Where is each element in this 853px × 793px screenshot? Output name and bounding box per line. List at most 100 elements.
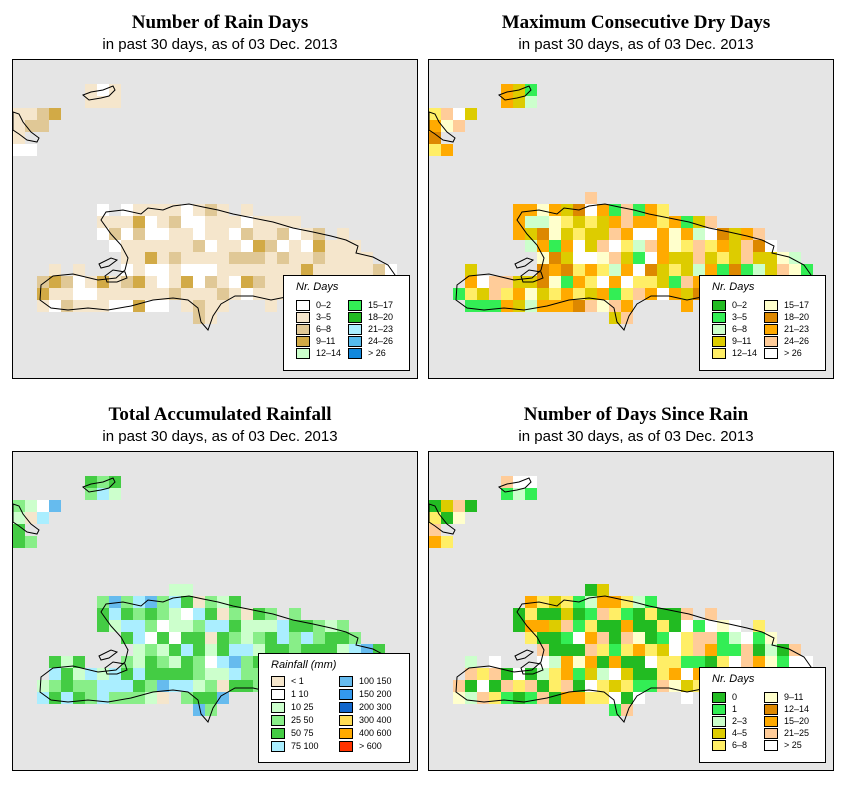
grid-cell — [633, 656, 645, 668]
grid-cell — [669, 608, 681, 620]
grid-cell — [633, 644, 645, 656]
grid-cell — [777, 252, 789, 264]
grid-cell — [597, 596, 609, 608]
grid-cell — [37, 680, 49, 692]
grid-cell — [241, 288, 253, 300]
grid-cell — [645, 596, 657, 608]
grid-cell — [133, 632, 145, 644]
grid-cell — [585, 668, 597, 680]
grid-cell — [73, 680, 85, 692]
legend-label: 0–2 — [732, 300, 748, 310]
grid-cell — [657, 656, 669, 668]
grid-cell — [241, 632, 253, 644]
grid-cell — [525, 488, 537, 500]
panel-subtitle: in past 30 days, as of 03 Dec. 2013 — [102, 428, 338, 445]
grid-cell — [765, 252, 777, 264]
grid-cell — [609, 240, 621, 252]
legend-label: 6–8 — [732, 740, 748, 750]
grid-cell — [145, 620, 157, 632]
grid-cell — [549, 264, 561, 276]
grid-cell — [61, 276, 73, 288]
grid-cell — [729, 656, 741, 668]
grid-cell — [217, 656, 229, 668]
grid-cell — [597, 276, 609, 288]
grid-cell — [205, 228, 217, 240]
grid-cell — [13, 536, 25, 548]
grid-cell — [241, 252, 253, 264]
grid-cell — [681, 668, 693, 680]
grid-cell — [37, 500, 49, 512]
grid-cell — [37, 300, 49, 312]
grid-cell — [513, 204, 525, 216]
grid-cell — [549, 692, 561, 704]
grid-cell — [621, 692, 633, 704]
grid-cell — [705, 216, 717, 228]
grid-cell — [145, 692, 157, 704]
grid-cell — [561, 596, 573, 608]
grid-cell — [681, 276, 693, 288]
grid-cell — [181, 276, 193, 288]
grid-cell — [217, 228, 229, 240]
grid-cell — [609, 704, 621, 716]
grid-cell — [597, 584, 609, 596]
grid-cell — [741, 240, 753, 252]
grid-cell — [217, 216, 229, 228]
grid-cell — [573, 692, 585, 704]
grid-cell — [157, 228, 169, 240]
grid-cell — [609, 216, 621, 228]
legend-swatch — [348, 336, 362, 347]
legend-label: 15–17 — [784, 300, 810, 310]
grid-cell — [621, 668, 633, 680]
grid-cell — [301, 264, 313, 276]
grid-cell — [549, 240, 561, 252]
grid-cell — [645, 288, 657, 300]
grid-cell — [193, 288, 205, 300]
grid-cell — [633, 240, 645, 252]
grid-cell — [25, 108, 37, 120]
grid-cell — [657, 644, 669, 656]
grid-cell — [157, 240, 169, 252]
legend-swatch — [296, 312, 310, 323]
grid-cell — [729, 632, 741, 644]
grid-cell — [181, 608, 193, 620]
grid-cell — [741, 264, 753, 276]
grid-cell — [693, 656, 705, 668]
legend-label: 0 — [732, 692, 738, 702]
grid-cell — [621, 656, 633, 668]
grid-cell — [193, 216, 205, 228]
grid-cell — [133, 276, 145, 288]
grid-cell — [97, 288, 109, 300]
grid-cell — [157, 620, 169, 632]
grid-cell — [453, 692, 465, 704]
grid-cell — [145, 204, 157, 216]
grid-cell — [109, 608, 121, 620]
grid-cell — [205, 692, 217, 704]
grid-cell — [621, 300, 633, 312]
grid-cell — [513, 680, 525, 692]
grid-cell — [465, 656, 477, 668]
grid-cell — [609, 620, 621, 632]
grid-cell — [13, 132, 25, 144]
grid-cell — [229, 680, 241, 692]
legend-swatch — [271, 715, 285, 726]
grid-cell — [657, 620, 669, 632]
grid-cell — [145, 252, 157, 264]
grid-cell — [145, 644, 157, 656]
legend-swatch — [764, 728, 778, 739]
grid-cell — [441, 144, 453, 156]
grid-cell — [597, 692, 609, 704]
map-grid — [429, 84, 825, 331]
grid-cell — [253, 608, 265, 620]
grid-cell — [753, 240, 765, 252]
grid-cell — [253, 264, 265, 276]
grid-cell — [121, 204, 133, 216]
legend-swatch — [296, 300, 310, 311]
island-outline — [39, 203, 402, 331]
island-outline — [455, 203, 818, 331]
grid-cell — [121, 620, 133, 632]
grid-cell — [169, 288, 181, 300]
grid-cell — [109, 620, 121, 632]
grid-cell — [537, 692, 549, 704]
grid-cell — [133, 680, 145, 692]
grid-cell — [313, 240, 325, 252]
